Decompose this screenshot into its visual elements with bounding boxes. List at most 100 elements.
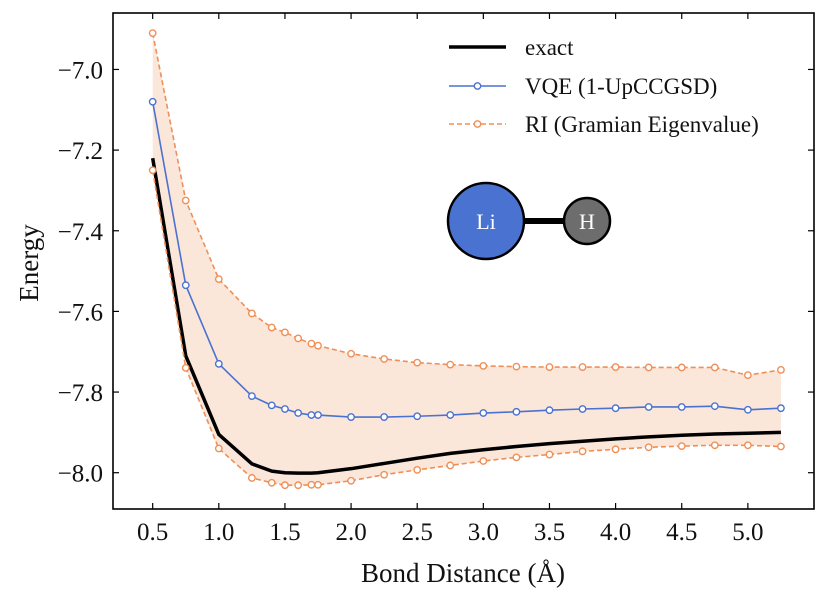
x-tick-label: 3.5 [534, 519, 565, 546]
data-point-ri-gramian-eigenvalue-upper [677, 363, 686, 372]
ri-uncertainty-band [152, 33, 781, 486]
data-point-ri-gramian-eigenvalue-lower [743, 441, 752, 450]
lih-molecule-illustration: Li H [446, 181, 612, 261]
data-point-ri-gramian-eigenvalue-upper [267, 323, 276, 332]
data-point-vqe-1-upccgsd [181, 281, 190, 290]
x-tick-label: 1.5 [269, 519, 300, 546]
data-point-ri-gramian-eigenvalue-upper [644, 363, 653, 372]
data-point-vqe-1-upccgsd [307, 411, 316, 419]
data-point-ri-gramian-eigenvalue-upper [545, 363, 554, 371]
data-point-vqe-1-upccgsd [148, 97, 157, 106]
data-point-vqe-1-upccgsd [314, 411, 322, 419]
data-point-ri-gramian-eigenvalue-upper [307, 339, 316, 348]
data-point-ri-gramian-eigenvalue-lower [677, 442, 686, 450]
data-point-ri-gramian-eigenvalue-upper [413, 358, 422, 367]
x-axis: 0.5 1.0 1.5 2.0 2.5 3.0 3.5 4.0 4.5 5.0 [137, 13, 763, 546]
data-point-ri-gramian-eigenvalue-lower [314, 480, 322, 489]
data-point-vqe-1-upccgsd [380, 413, 389, 421]
x-tick-label: 1.0 [203, 519, 234, 546]
data-point-vqe-1-upccgsd [479, 409, 488, 417]
y-tick-label: −7.4 [58, 219, 104, 246]
fill-band-layer [152, 33, 781, 486]
data-point-ri-gramian-eigenvalue-upper [214, 275, 223, 284]
data-point-ri-gramian-eigenvalue-lower [214, 444, 223, 453]
data-point-ri-gramian-eigenvalue-upper [743, 371, 752, 380]
data-point-ri-gramian-eigenvalue-upper [479, 361, 488, 370]
data-point-ri-gramian-eigenvalue-lower [307, 480, 316, 489]
data-point-ri-gramian-eigenvalue-upper [294, 334, 303, 343]
data-point-vqe-1-upccgsd [294, 409, 303, 417]
data-point-ri-gramian-eigenvalue-lower [148, 166, 157, 175]
lithium-atom [446, 181, 526, 261]
data-point-ri-gramian-eigenvalue-lower [247, 474, 256, 482]
data-point-ri-gramian-eigenvalue-lower [611, 445, 620, 454]
legend-label-vqe: VQE (1-UpCCGSD) [525, 74, 717, 99]
y-tick-label: −7.0 [58, 57, 103, 84]
data-point-ri-gramian-eigenvalue-lower [578, 447, 587, 456]
data-point-vqe-1-upccgsd [247, 392, 256, 400]
data-point-ri-gramian-eigenvalue-lower [294, 481, 303, 490]
x-tick-label: 4.0 [600, 519, 631, 546]
data-point-ri-gramian-eigenvalue-upper [611, 363, 620, 371]
data-point-vqe-1-upccgsd [446, 411, 455, 419]
data-point-ri-gramian-eigenvalue-lower [281, 481, 289, 490]
legend-marker-ri [473, 120, 482, 128]
data-point-ri-gramian-eigenvalue-upper [247, 309, 256, 318]
plot-frame [112, 12, 815, 510]
data-point-vqe-1-upccgsd [677, 403, 686, 411]
x-tick-label: 5.0 [732, 519, 763, 546]
y-axis: −8.0 −7.8 −7.6 −7.4 −7.2 −7.0 [58, 57, 814, 488]
data-point-ri-gramian-eigenvalue-lower [479, 457, 488, 465]
data-point-vqe-1-upccgsd [710, 402, 719, 411]
data-point-ri-gramian-eigenvalue-lower [446, 461, 455, 470]
hydrogen-label: H [579, 209, 595, 234]
x-tick-label: 3.0 [468, 519, 499, 546]
data-point-vqe-1-upccgsd [644, 403, 653, 411]
y-tick-label: −7.8 [58, 380, 103, 407]
data-point-ri-gramian-eigenvalue-upper [281, 328, 289, 337]
y-tick-label: −7.2 [58, 138, 103, 165]
data-point-vqe-1-upccgsd [413, 412, 422, 421]
x-axis-title: Bond Distance (Å) [361, 558, 565, 588]
y-tick-label: −8.0 [58, 461, 103, 488]
data-point-ri-gramian-eigenvalue-upper [512, 362, 521, 371]
data-point-ri-gramian-eigenvalue-lower [413, 465, 422, 474]
data-point-ri-gramian-eigenvalue-upper [446, 360, 455, 369]
data-point-vqe-1-upccgsd [611, 404, 620, 413]
data-point-ri-gramian-eigenvalue-lower [512, 453, 521, 462]
data-point-ri-gramian-eigenvalue-upper [380, 355, 389, 363]
legend-label-exact: exact [525, 35, 574, 60]
data-point-vqe-1-upccgsd [777, 404, 785, 413]
data-point-ri-gramian-eigenvalue-lower [267, 478, 276, 487]
data-point-ri-gramian-eigenvalue-lower [545, 450, 554, 459]
data-point-ri-gramian-eigenvalue-upper [347, 349, 355, 358]
data-point-ri-gramian-eigenvalue-lower [181, 363, 190, 372]
data-point-vqe-1-upccgsd [267, 401, 276, 410]
data-point-ri-gramian-eigenvalue-lower [777, 442, 785, 451]
legend-marker-vqe [473, 82, 482, 90]
legend-label-ri: RI (Gramian Eigenvalue) [525, 112, 759, 137]
lithium-label: Li [476, 209, 496, 234]
data-point-ri-gramian-eigenvalue-lower [710, 441, 719, 450]
x-tick-label: 0.5 [137, 519, 168, 546]
x-tick-label: 2.0 [335, 519, 366, 546]
y-tick-label: −7.6 [58, 299, 103, 326]
data-point-ri-gramian-eigenvalue-upper [777, 365, 785, 374]
series-line-exact [150, 157, 781, 475]
hydrogen-atom [562, 196, 612, 246]
data-point-vqe-1-upccgsd [743, 405, 752, 414]
data-point-ri-gramian-eigenvalue-upper [314, 341, 322, 350]
data-point-vqe-1-upccgsd [347, 413, 355, 421]
data-point-vqe-1-upccgsd [281, 405, 289, 413]
series-layer [148, 29, 785, 490]
data-point-vqe-1-upccgsd [578, 405, 587, 413]
data-point-ri-gramian-eigenvalue-upper [578, 363, 587, 371]
data-point-ri-gramian-eigenvalue-lower [380, 470, 389, 479]
x-tick-label: 2.5 [402, 519, 433, 546]
data-point-ri-gramian-eigenvalue-upper [148, 29, 157, 38]
data-point-ri-gramian-eigenvalue-upper [181, 196, 190, 205]
legend: exact VQE (1-UpCCGSD) RI (Gramian Eigenv… [449, 35, 759, 137]
data-point-ri-gramian-eigenvalue-lower [347, 476, 355, 485]
data-point-vqe-1-upccgsd [214, 359, 223, 368]
